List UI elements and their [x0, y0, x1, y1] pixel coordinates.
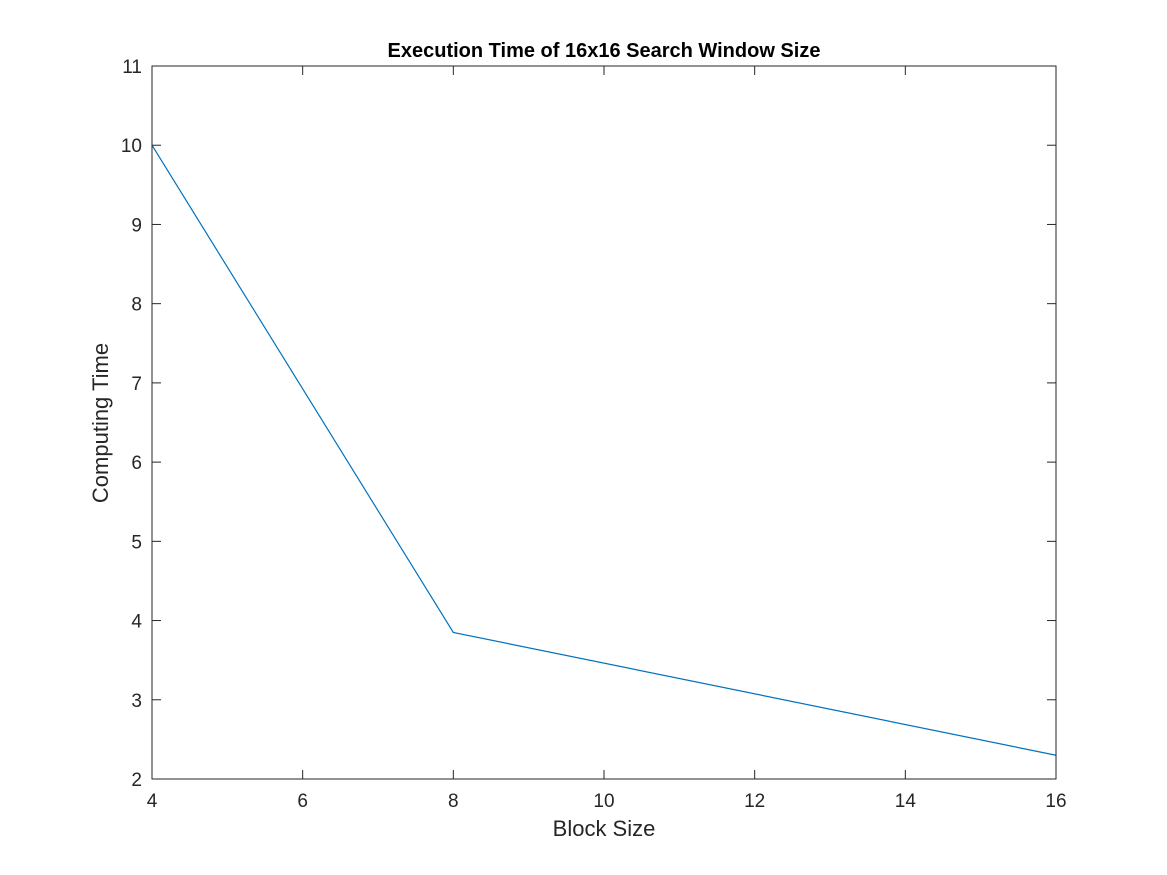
- y-tick-label: 3: [131, 691, 142, 712]
- y-tick-label: 5: [131, 532, 142, 553]
- x-axis-label: Block Size: [553, 816, 656, 841]
- y-tick-label: 9: [131, 215, 142, 236]
- y-tick-label: 6: [131, 453, 142, 474]
- x-tick-label: 14: [895, 791, 917, 812]
- axes-box: [151, 65, 1057, 780]
- y-tick-label: 7: [131, 374, 142, 395]
- y-tick-label: 8: [131, 295, 142, 316]
- x-tick-label: 8: [448, 791, 459, 812]
- plot-area: [152, 66, 1056, 779]
- x-tick-label: 6: [297, 791, 308, 812]
- y-tick-labels: 2 3 4 5 6 7 8 9 10 11: [121, 57, 143, 791]
- x-tick-label: 16: [1045, 791, 1066, 812]
- y-tick-label: 10: [121, 136, 142, 157]
- x-tick-labels: 4 6 8 10 12 14 16: [147, 791, 1067, 812]
- x-tick-label: 12: [744, 791, 765, 812]
- y-axis-label: Computing Time: [88, 343, 113, 503]
- y-tick-label: 11: [122, 57, 142, 78]
- x-tick-label: 10: [593, 791, 614, 812]
- y-tick-label: 2: [131, 770, 142, 791]
- data-point: [452, 631, 454, 634]
- chart-title: Execution Time of 16x16 Search Window Si…: [388, 40, 821, 62]
- x-tick-label: 4: [147, 791, 158, 812]
- y-tick-label: 4: [131, 612, 142, 633]
